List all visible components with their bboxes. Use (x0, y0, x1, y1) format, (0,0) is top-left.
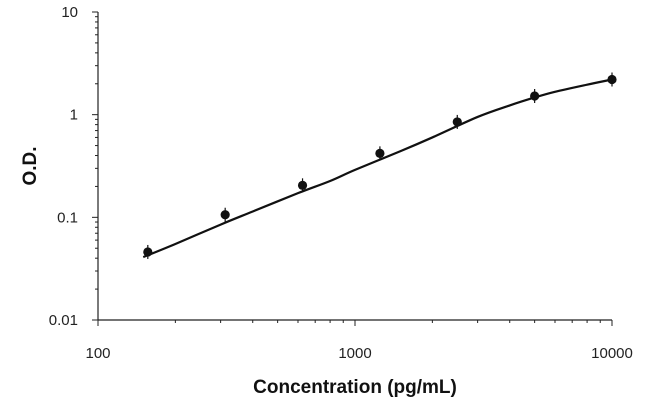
fit-curve (142, 78, 613, 259)
tick-labels: 0.01 0.1 1 10 100 1000 10000 (49, 4, 633, 362)
x-axis-title: Concentration (pg/mL) (253, 377, 457, 398)
y-tick-label: 0.01 (49, 312, 78, 329)
axes (97, 12, 612, 321)
data-points (143, 72, 617, 259)
y-axis-title: O.D. (20, 146, 41, 185)
y-tick-label: 10 (61, 4, 78, 21)
x-tick-label: 100 (85, 345, 110, 362)
x-tick-label: 1000 (338, 345, 371, 362)
y-tick-label: 0.1 (57, 209, 78, 226)
x-tick-label: 10000 (591, 345, 633, 362)
axis-ticks (92, 11, 613, 326)
y-tick-label: 1 (70, 107, 78, 124)
